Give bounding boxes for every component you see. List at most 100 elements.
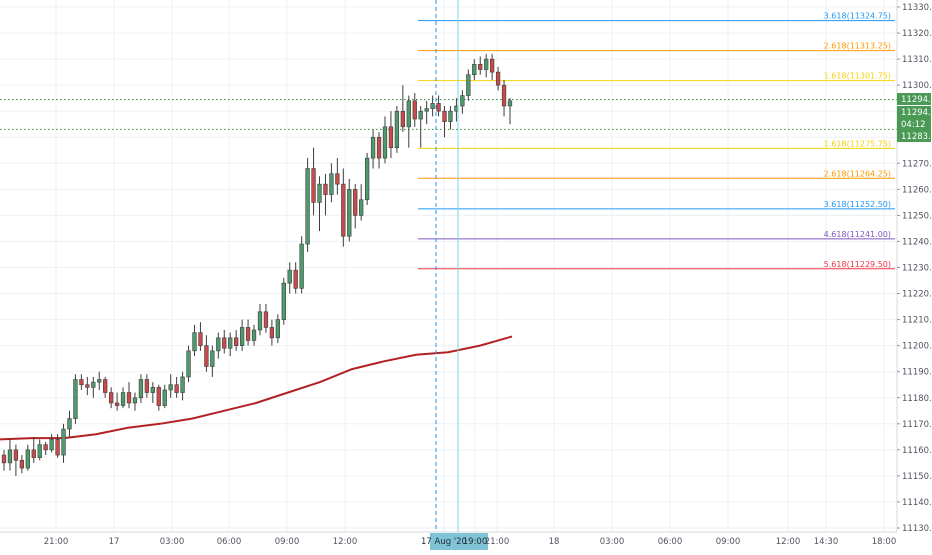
price-tick-label: 11300.00: [902, 81, 932, 91]
candle-down: [478, 64, 483, 70]
price-tick-label: 11210.00: [902, 316, 932, 326]
candle-up: [138, 379, 144, 399]
candle-up: [305, 168, 310, 245]
candle-down: [31, 449, 36, 458]
candle-up: [359, 199, 364, 216]
candle-up: [150, 387, 155, 393]
candle-down: [442, 110, 447, 122]
candle-down: [174, 384, 179, 393]
price-tick-label: 11250.00: [902, 211, 932, 221]
time-tick-label: 06:00: [217, 537, 242, 547]
candle-down: [19, 459, 25, 469]
candle-up: [162, 389, 167, 406]
candle-down: [269, 327, 275, 339]
candle-up: [484, 58, 489, 70]
fib-level-label: 3.618(11252.50): [824, 200, 891, 209]
candle-up: [37, 444, 42, 458]
price-tick-label: 11220.00: [902, 290, 932, 300]
candle-down: [13, 449, 19, 461]
price-tick-label: 11330.00: [902, 3, 932, 13]
candle-up: [216, 337, 221, 352]
moving-average: [0, 335, 513, 441]
candle-up: [329, 173, 334, 195]
candle-up: [448, 110, 453, 122]
candle-down: [85, 384, 90, 388]
candle-down: [156, 387, 161, 406]
time-tick-label: 17 Aug '20: [421, 537, 467, 547]
candle-up: [120, 392, 126, 406]
candle-down: [109, 392, 114, 404]
fib-level-label: 3.618(11324.75): [824, 12, 891, 21]
candle-up: [257, 311, 263, 331]
candle-up: [25, 449, 30, 469]
time-tick-label: 03:00: [160, 537, 185, 547]
candle-down: [341, 183, 346, 237]
fib-levels[interactable]: 3.618(11324.75) 2.618(11313.25) 1.618(1130…: [418, 12, 895, 270]
time-tick-label: 12:00: [776, 537, 801, 547]
price-label-text: 11294.00: [901, 108, 932, 118]
candle-up: [299, 243, 304, 289]
time-tick-label: 03:00: [600, 537, 625, 547]
time-tick-label: 18: [549, 537, 560, 547]
candle-down: [293, 269, 298, 289]
candle-down: [388, 126, 394, 148]
candle-down: [126, 392, 132, 404]
candle-up: [67, 418, 72, 430]
fib-level-label: 2.618(11313.25): [824, 42, 891, 51]
price-label-box: [897, 106, 931, 118]
candle-up: [281, 282, 286, 320]
price-label-box: [897, 118, 931, 130]
candle-up: [466, 74, 471, 96]
candle-up: [49, 439, 54, 451]
time-axis-highlight: [430, 533, 488, 550]
moving-average-line: [0, 335, 513, 441]
candle-up: [472, 64, 477, 76]
price-tick-label: 11180.00: [902, 394, 932, 404]
price-tick-label: 11320.00: [902, 29, 932, 39]
candle-up: [168, 384, 173, 391]
price-label-text: 11283.00: [901, 132, 932, 142]
candle-up: [132, 397, 138, 404]
candle-up: [370, 136, 376, 159]
fib-level-label: 1.618(11275.75): [824, 139, 891, 148]
candle-up: [97, 379, 102, 383]
grid: [0, 0, 897, 532]
time-tick-label: 09:00: [275, 537, 300, 547]
candle-up: [317, 183, 322, 203]
fib-level-label: 2.618(11264.25): [824, 169, 891, 178]
candle-up: [91, 381, 96, 388]
fib-level-label: 1.618(11301.75): [824, 72, 891, 81]
candle-down: [335, 173, 340, 185]
candle-down: [376, 136, 382, 159]
candles: [1, 53, 513, 476]
price-tick-label: 11310.00: [902, 55, 932, 65]
horizontal-levels: [0, 98, 897, 130]
candle-up: [210, 350, 215, 367]
candle-down: [436, 103, 441, 112]
fib-level-label: 5.618(11229.50): [824, 260, 891, 269]
time-tick-label: 21:00: [485, 537, 510, 547]
candle-up: [275, 319, 280, 339]
price-labels: 11294.50 11294.00 04:12 11283.00: [897, 93, 932, 142]
candle-down: [353, 189, 358, 216]
candle-up: [507, 100, 513, 107]
time-axis[interactable]: 21:00 17 03:00 06:00 09:00 12:00 17 Aug '2019:…: [0, 531, 897, 550]
price-tick-label: 11140.00: [902, 498, 932, 508]
price-axis[interactable]: 11130.00 11140.00 11150.00 11160.00 11170.00…: [896, 0, 932, 550]
candle-up: [430, 103, 435, 109]
price-tick-label: 11230.00: [902, 264, 932, 274]
candle-down: [245, 327, 251, 341]
price-label-box: [897, 130, 931, 142]
candle-down: [55, 439, 60, 456]
fib-level-label: 4.618(11241.00): [824, 230, 891, 239]
candle-up: [364, 157, 370, 201]
candle-down: [79, 379, 84, 386]
candle-up: [406, 100, 411, 128]
candle-up: [382, 126, 388, 159]
candle-up: [460, 95, 465, 107]
candle-up: [394, 110, 400, 148]
candle-down: [495, 71, 501, 86]
candle-up: [418, 110, 423, 120]
